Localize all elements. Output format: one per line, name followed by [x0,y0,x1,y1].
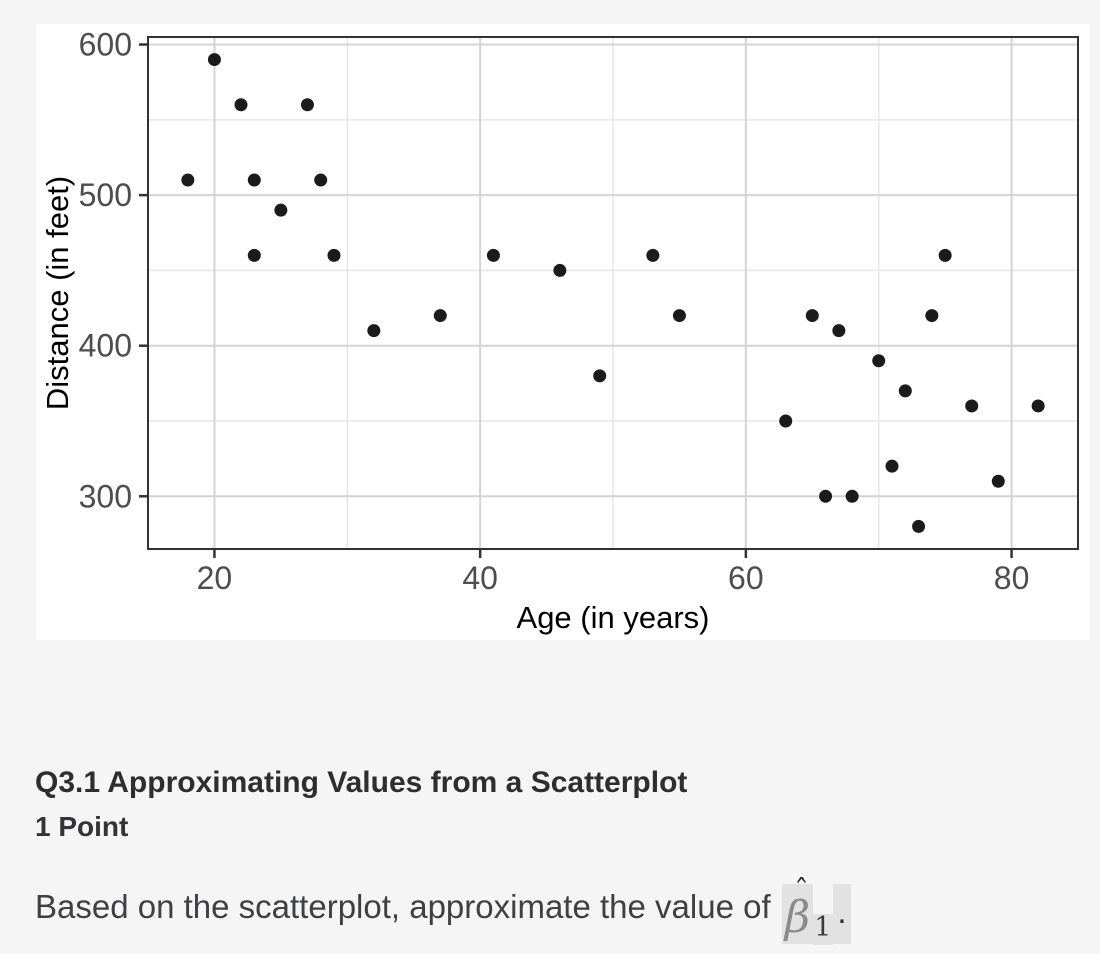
sentence-period: . [833,884,851,944]
prompt-text: Based on the scatterplot, approximate th… [35,888,780,925]
svg-text:60: 60 [728,560,764,596]
svg-text:80: 80 [994,560,1030,596]
svg-text:300: 300 [79,478,132,514]
svg-text:500: 500 [79,177,132,213]
svg-text:400: 400 [79,328,132,364]
question-points: 1 Point [35,811,129,842]
beta-subscript: 1 [813,912,834,945]
hat-accent: ˆ [794,874,810,909]
svg-text:40: 40 [462,560,498,596]
svg-text:Age (in years): Age (in years) [517,600,710,635]
question-prompt: Based on the scatterplot, approximate th… [35,874,851,945]
question-title: Q3.1 Approximating Values from a Scatter… [35,766,688,799]
svg-text:20: 20 [197,560,233,596]
scatterplot-figure: 20 40 60 80 300 400 500 600 Age (in years) Distan… [36,24,1090,640]
beta-glyph: β [784,892,811,943]
scatterplot-canvas: 20 40 60 80 300 400 500 600 Age (in years) Distan… [36,24,1090,640]
svg-text:Distance (in feet): Distance (in feet) [40,176,75,410]
svg-text:600: 600 [79,27,132,63]
